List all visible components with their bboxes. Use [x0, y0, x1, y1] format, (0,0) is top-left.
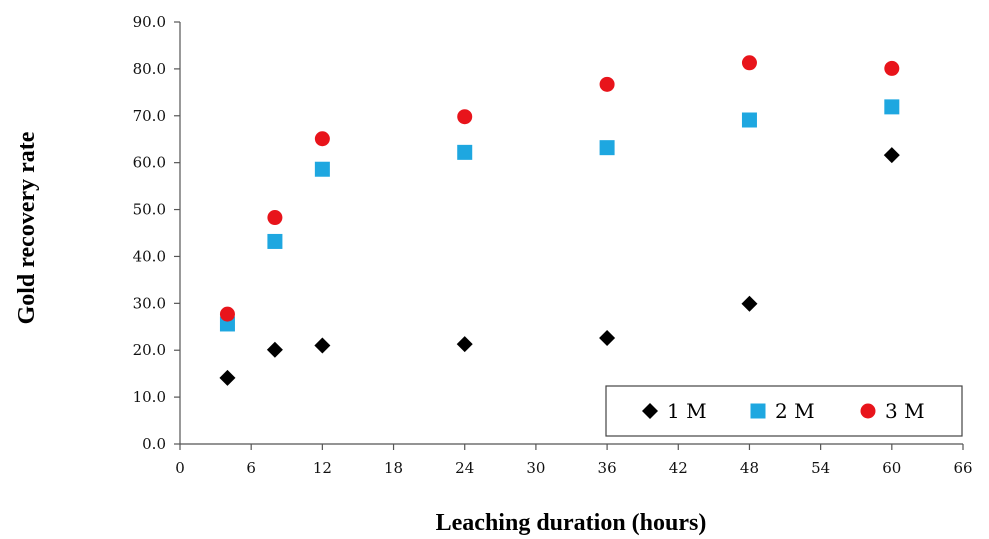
data-point-diamond	[599, 330, 616, 347]
legend-marker-diamond	[642, 403, 658, 419]
data-point-square	[599, 140, 615, 156]
y-tick-label: 90.0	[133, 13, 166, 31]
x-axis-title: Leaching duration (hours)	[436, 510, 707, 536]
legend: 1 M 2 M 3 M	[605, 385, 963, 437]
y-tick-label: 10.0	[133, 388, 166, 406]
legend-label: 1 M	[667, 399, 707, 423]
data-point-circle	[314, 131, 330, 147]
legend-label: 3 M	[885, 399, 925, 423]
data-point-circle	[267, 210, 283, 226]
data-point-circle	[741, 55, 757, 71]
y-axis: 0.0 10.0 20.0 30.0 40.0 50.0 60.0 70.0 80.0 90.0	[133, 13, 181, 453]
y-tick-label: 40.0	[133, 247, 166, 265]
data-point-circle	[457, 109, 473, 125]
data-point-diamond	[883, 147, 900, 164]
x-tick-label: 24	[455, 459, 474, 477]
data-point-square	[314, 161, 330, 177]
y-tick-label: 20.0	[133, 341, 166, 359]
data-point-circle	[219, 306, 235, 322]
y-axis-title: Gold recovery rate	[14, 131, 40, 324]
legend-marker-square	[750, 403, 766, 419]
x-tick-label: 12	[313, 459, 332, 477]
data-point-circle	[599, 76, 615, 92]
data-point-diamond	[314, 337, 331, 354]
x-tick-label: 30	[526, 459, 545, 477]
legend-box	[605, 385, 963, 437]
data-point-circle	[884, 60, 900, 76]
x-tick-label: 36	[598, 459, 617, 477]
y-tick-label: 70.0	[133, 107, 166, 125]
data-point-square	[884, 99, 900, 115]
x-tick-label: 60	[882, 459, 901, 477]
data-point-diamond	[456, 336, 473, 353]
x-tick-label: 6	[246, 459, 256, 477]
data-points	[219, 55, 900, 386]
y-tick-label: 50.0	[133, 201, 166, 219]
y-tick-label: 60.0	[133, 154, 166, 172]
data-point-diamond	[266, 341, 283, 358]
legend-marker-circle	[860, 403, 876, 419]
legend-label: 2 M	[775, 399, 815, 423]
data-point-square	[457, 144, 473, 160]
x-tick-label: 48	[740, 459, 759, 477]
x-tick-label: 54	[811, 459, 830, 477]
x-tick-label: 66	[953, 459, 972, 477]
data-point-square	[741, 112, 757, 128]
x-axis: 0 6 12 18 24 30 36 42 48 54 60 66	[175, 443, 973, 477]
data-point-square	[267, 233, 283, 249]
y-tick-label: 0.0	[142, 435, 166, 453]
data-point-diamond	[741, 295, 758, 312]
x-tick-label: 0	[175, 459, 185, 477]
y-tick-label: 80.0	[133, 60, 166, 78]
y-tick-label: 30.0	[133, 294, 166, 312]
x-tick-label: 42	[669, 459, 688, 477]
x-tick-label: 18	[384, 459, 403, 477]
data-point-diamond	[219, 369, 236, 386]
